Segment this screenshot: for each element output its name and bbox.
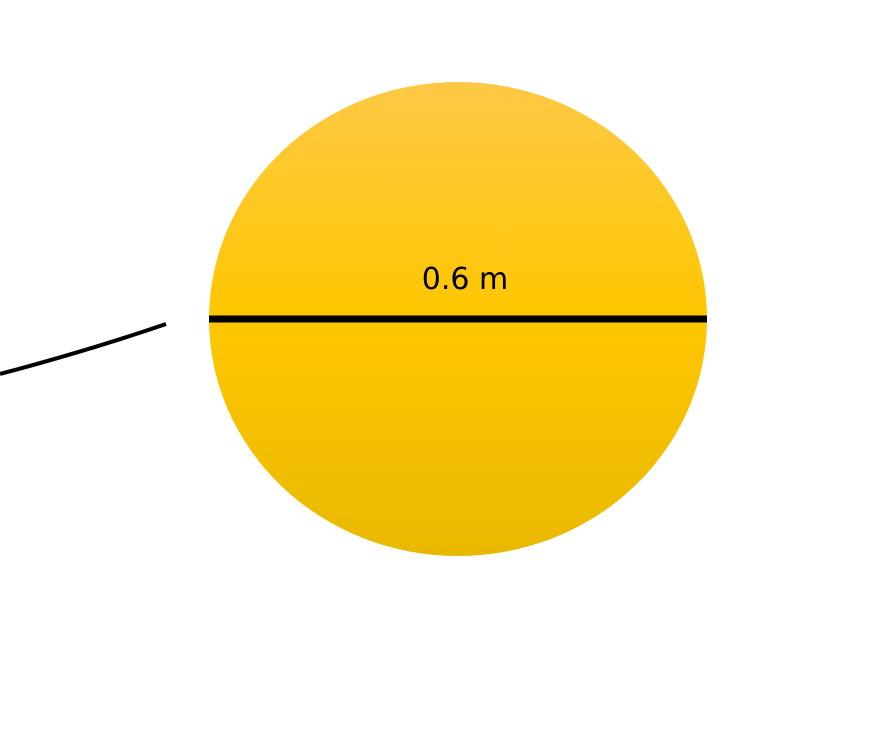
connecting-wire	[0, 322, 167, 376]
diameter-label: 0.6 m	[422, 262, 508, 297]
